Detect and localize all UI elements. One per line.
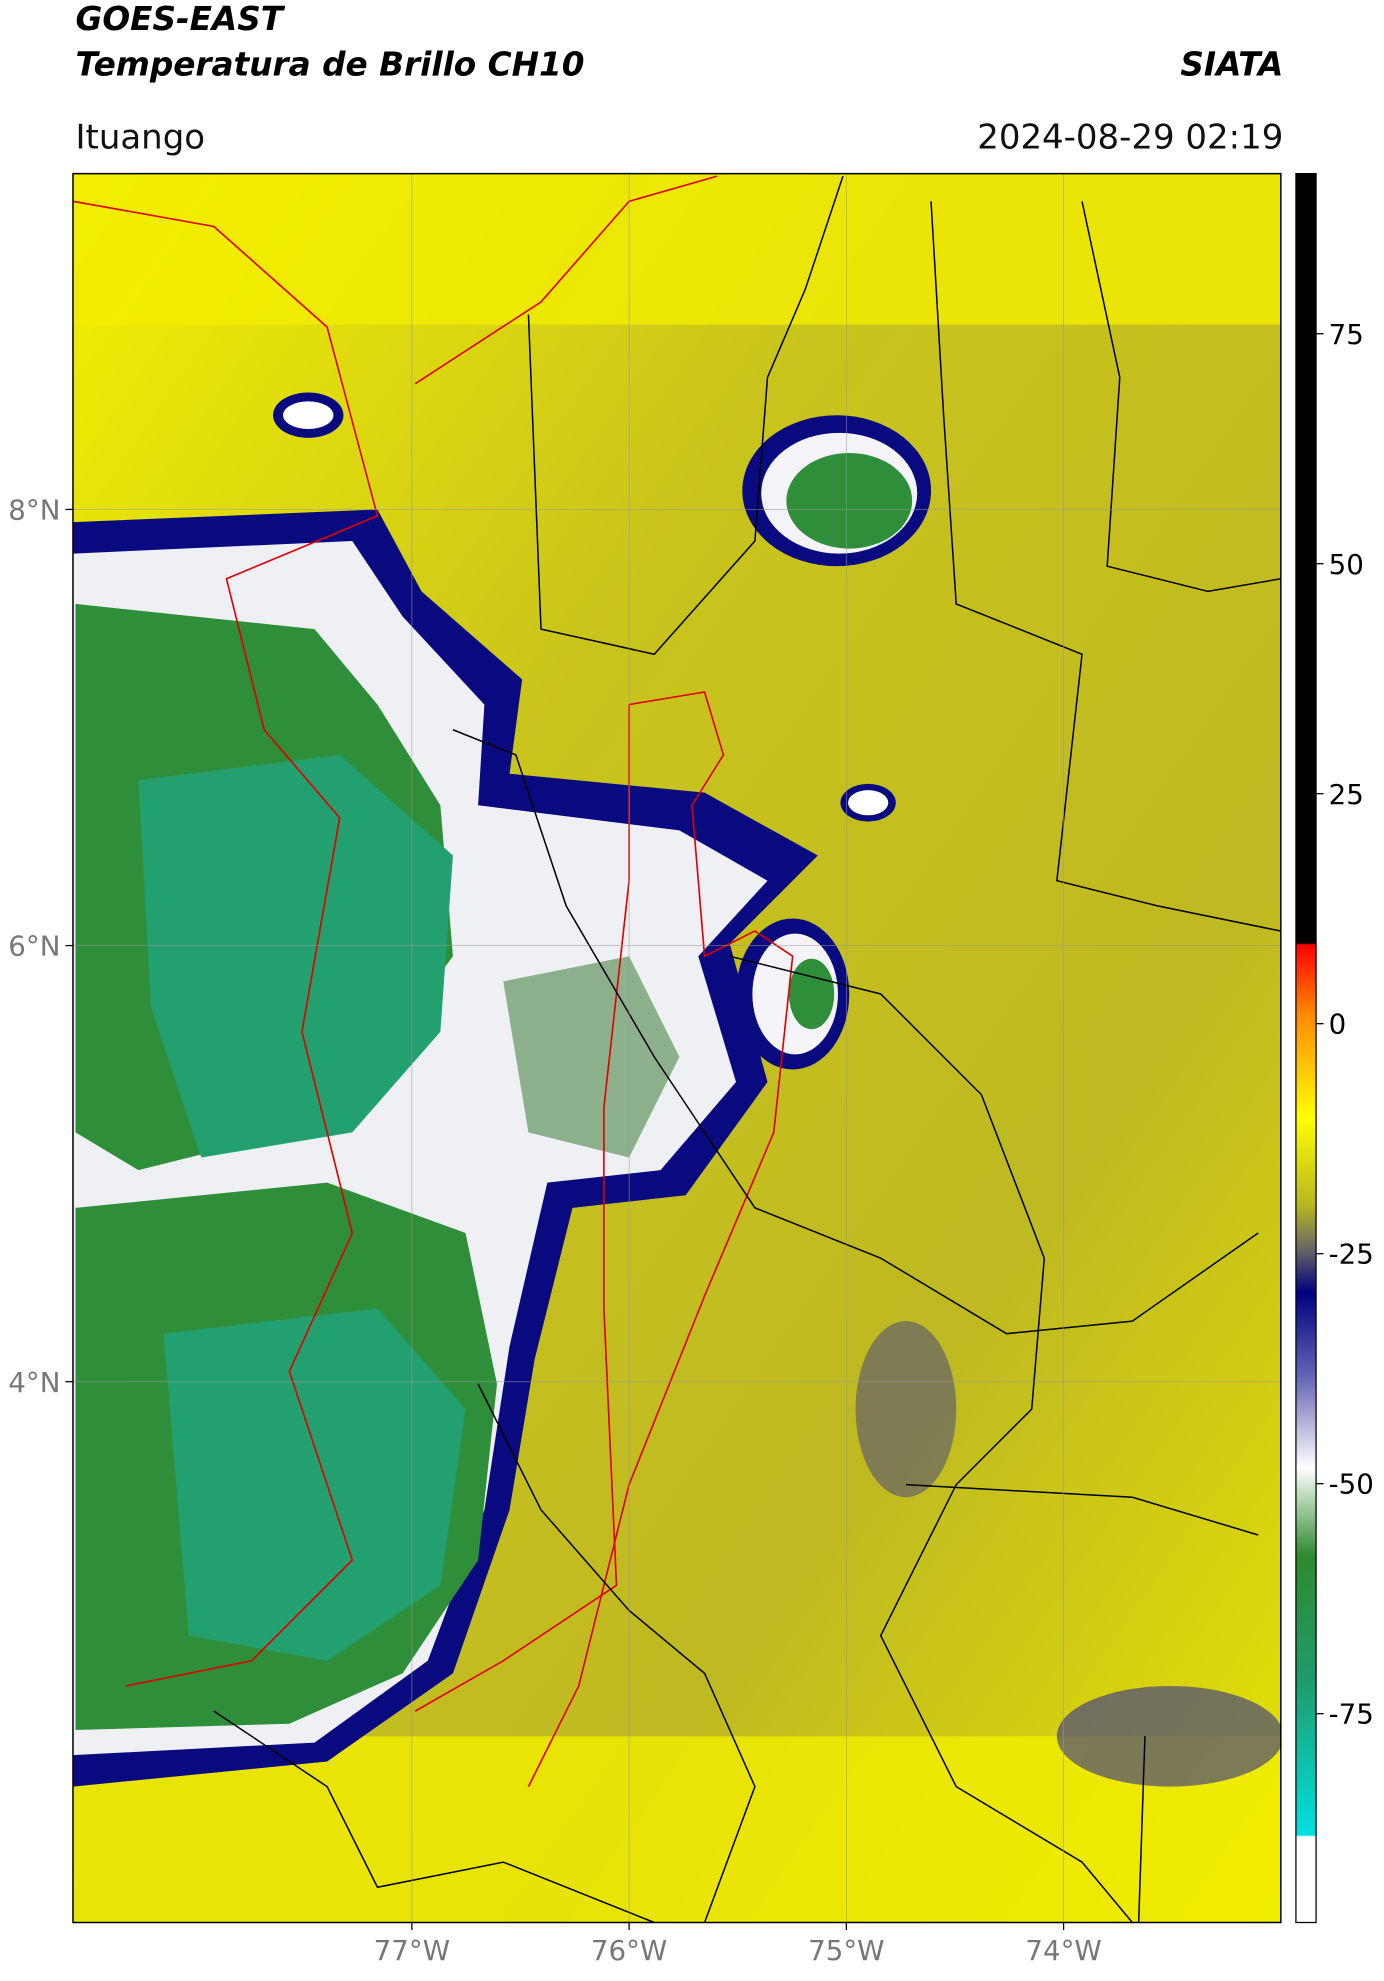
lon-tick-label: 74°W (1025, 1934, 1101, 1967)
colorbar-tick-label: -25 (1329, 1238, 1374, 1271)
colorbar-tick-label: 25 (1329, 778, 1364, 811)
colorbar-tick-label: 75 (1329, 318, 1364, 351)
lon-tick-label: 77°W (374, 1934, 450, 1967)
product-title: Temperatura de Brillo CH10 (75, 45, 584, 83)
lat-tick-label: 6°N (8, 930, 60, 963)
satellite-title: GOES-EAST (75, 0, 285, 38)
region: Ituango (75, 117, 205, 157)
lon-tick-label: 76°W (591, 1934, 667, 1967)
colorbar-tick-label: -75 (1329, 1698, 1374, 1731)
colorbar-tick-label: 0 (1329, 1008, 1347, 1041)
colorbar-tick-label: 50 (1329, 548, 1364, 581)
agency: SIATA (1180, 45, 1283, 83)
map-imagery (72, 173, 1281, 1923)
timestamp: 2024-08-29 02:19 (977, 117, 1283, 157)
colorbar (1295, 172, 1317, 1924)
colorbar-tick-label: -50 (1329, 1468, 1374, 1501)
map-frame (72, 172, 1282, 1924)
lon-tick-label: 75°W (808, 1934, 884, 1967)
lat-tick-label: 4°N (8, 1366, 60, 1399)
graticule (72, 173, 1281, 1923)
lat-tick-label: 8°N (8, 494, 60, 527)
